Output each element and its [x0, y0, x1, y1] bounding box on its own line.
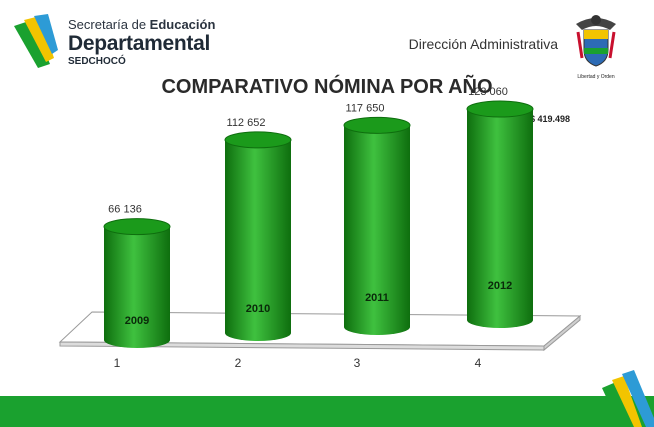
logo-line1: Secretaría de Educación: [68, 17, 216, 32]
bar-year-label: 2011: [365, 292, 389, 304]
bar-top-2009: [103, 218, 171, 236]
bar-year-label: 2012: [488, 280, 512, 292]
coat-motto: Libertad y Orden: [577, 74, 614, 80]
bar-year-label: 2010: [246, 303, 270, 315]
value-label: 123 060: [468, 86, 508, 98]
bar-2012: [467, 109, 533, 328]
chart-title: COMPARATIVO NÓMINA POR AÑO: [161, 76, 493, 98]
x-tick-label: 3: [354, 356, 361, 370]
bar-2011: [344, 125, 410, 335]
value-label: 117 650: [346, 102, 385, 114]
value-label: 66 136: [108, 204, 142, 216]
corner-stripes-icon: [602, 370, 654, 427]
sedchoco-logo: Secretaría de Educación Departamental SE…: [10, 12, 215, 72]
logo-stripes-icon: [14, 14, 58, 68]
coat-of-arms-icon: Libertad y Orden: [576, 15, 616, 80]
bar-2010: [225, 139, 291, 341]
logo-line2: Departamental: [68, 32, 210, 55]
x-tick-label: 4: [475, 356, 482, 370]
bar-top-2011: [343, 116, 411, 134]
bar-top-2012: [466, 100, 534, 118]
bar-year-label: 2009: [125, 315, 149, 327]
value-label: 112 652: [227, 117, 266, 129]
logo-line3: SEDCHOCÓ: [68, 56, 126, 67]
chart-floor: [58, 311, 582, 352]
footer-bar: [0, 396, 654, 427]
bar-2009: [104, 226, 170, 348]
x-tick-label: 2: [235, 356, 242, 370]
x-tick-label: 1: [114, 356, 121, 370]
header-subtitle: Dirección Administrativa: [408, 36, 558, 52]
bar-top-2010: [224, 131, 292, 149]
